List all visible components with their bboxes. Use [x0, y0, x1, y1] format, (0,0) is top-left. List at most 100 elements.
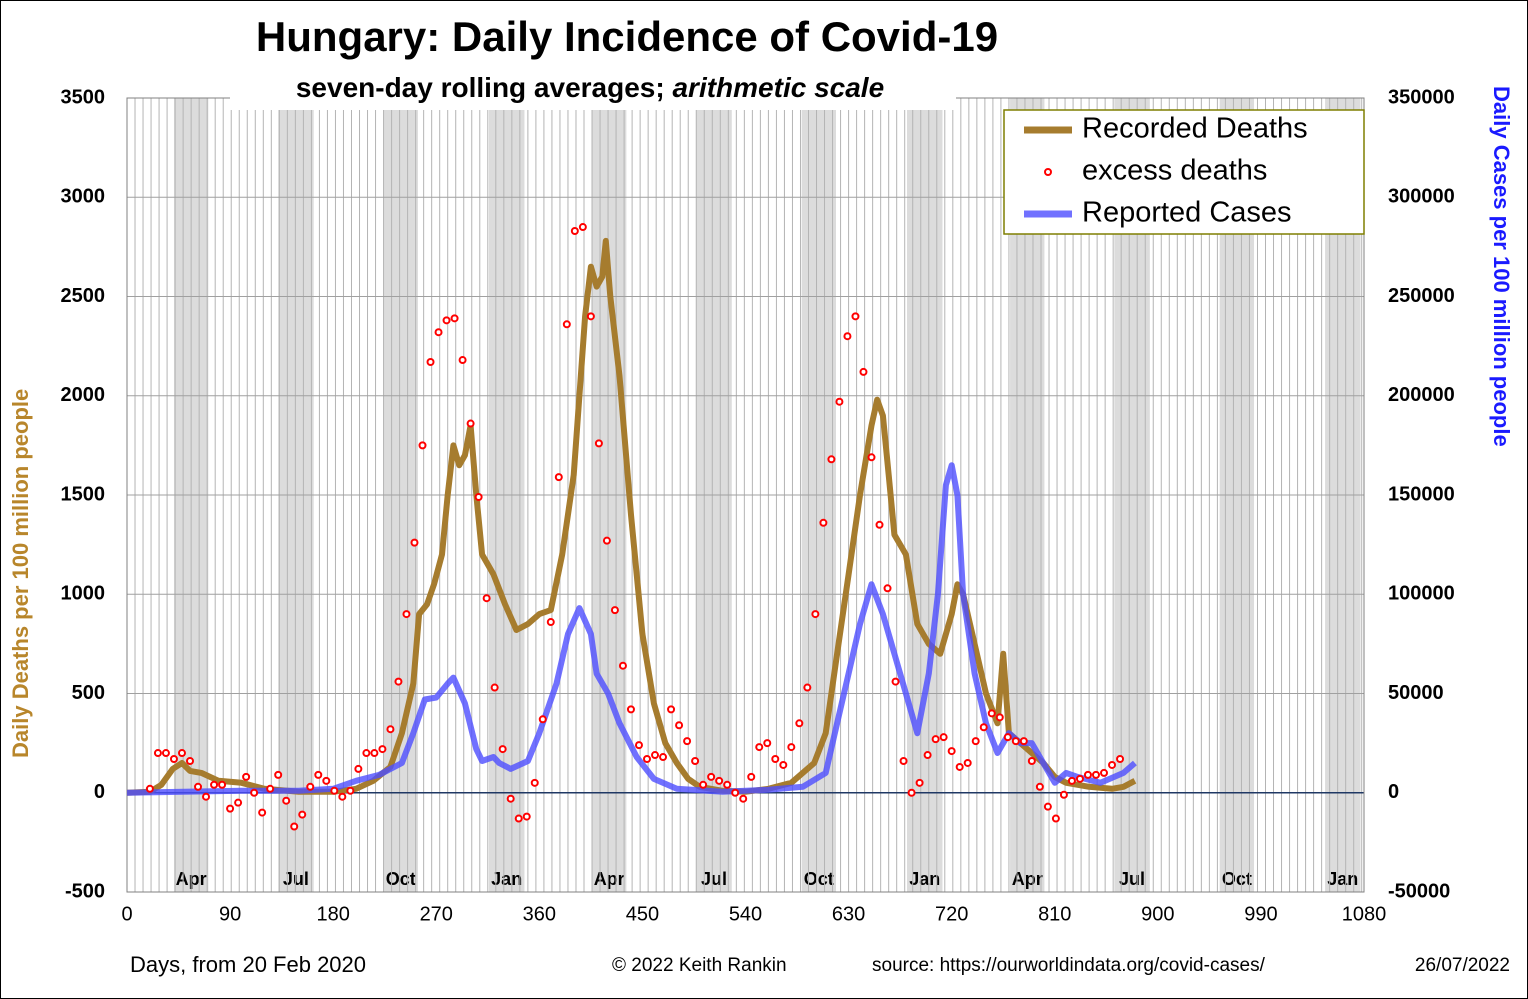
excess-death-point	[330, 786, 339, 795]
excess-death-point	[851, 312, 860, 321]
y-tick-label: 500	[72, 682, 105, 704]
excess-death-point	[153, 749, 162, 758]
y2-tick-label: 300000	[1388, 186, 1455, 208]
month-label: Jul	[701, 869, 727, 889]
excess-death-point	[202, 792, 211, 801]
excess-death-point	[763, 739, 772, 748]
excess-death-point	[803, 683, 812, 692]
excess-death-point	[1116, 755, 1125, 764]
y2-tick-label: -50000	[1388, 880, 1450, 902]
excess-death-point	[322, 776, 331, 785]
excess-death-point	[306, 782, 315, 791]
excess-death-point	[787, 743, 796, 752]
excess-death-point	[298, 810, 307, 819]
excess-death-point	[370, 749, 379, 758]
excess-death-point	[811, 610, 820, 619]
excess-death-point	[1035, 782, 1044, 791]
excess-death-point	[602, 536, 611, 545]
y-tick-label: 3000	[61, 186, 106, 208]
excess-death-point	[161, 749, 170, 758]
excess-death-point	[1075, 774, 1084, 783]
excess-death-point	[1043, 802, 1052, 811]
excess-death-point	[618, 661, 627, 670]
x-tick-label: 720	[935, 903, 968, 925]
month-label: Apr	[1012, 869, 1043, 889]
excess-death-point	[642, 755, 651, 764]
excess-death-point	[442, 316, 451, 325]
excess-death-point	[586, 312, 595, 321]
excess-death-point	[867, 453, 876, 462]
y2-tick-label: 50000	[1388, 682, 1444, 704]
excess-death-point	[1100, 768, 1109, 777]
x-axis-label: Days, from 20 Feb 2020	[130, 952, 366, 977]
excess-death-point	[466, 419, 475, 428]
y2-tick-label: 350000	[1388, 86, 1455, 108]
excess-death-point	[707, 772, 716, 781]
month-label: Jan	[1327, 869, 1358, 889]
excess-death-point	[506, 794, 515, 803]
excess-death-point	[554, 473, 563, 482]
excess-death-point	[1059, 790, 1068, 799]
excess-death-point	[194, 782, 203, 791]
excess-death-point	[907, 788, 916, 797]
excess-death-point	[731, 788, 740, 797]
excess-death-point	[859, 367, 868, 376]
x-tick-label: 360	[523, 903, 556, 925]
excess-death-point	[1019, 737, 1028, 746]
excess-death-point	[923, 751, 932, 760]
excess-death-point	[979, 723, 988, 732]
excess-death-point	[482, 594, 491, 603]
legend-label: Recorded Deaths	[1082, 113, 1308, 145]
excess-death-point	[218, 780, 227, 789]
subtitle: seven-day rolling averages; arithmetic s…	[296, 72, 884, 103]
excess-death-point	[490, 683, 499, 692]
chart-title: Hungary: Daily Incidence of Covid-19	[256, 13, 998, 60]
y-tick-label: 2000	[61, 384, 106, 406]
excess-death-point	[594, 439, 603, 448]
y2-tick-label: 250000	[1388, 285, 1455, 307]
y2-axis-label: Daily Cases per 100 million people	[1489, 86, 1514, 447]
excess-death-point	[659, 753, 668, 762]
series-line	[126, 462, 1137, 796]
x-tick-label: 990	[1244, 903, 1277, 925]
excess-death-point	[971, 737, 980, 746]
x-tick-label: 180	[316, 903, 349, 925]
excess-death-point	[939, 733, 948, 742]
excess-death-point	[177, 749, 186, 758]
excess-death-point	[362, 749, 371, 758]
excess-death-point	[498, 745, 507, 754]
x-tick-label: 450	[626, 903, 659, 925]
excess-death-point	[258, 808, 267, 817]
excess-death-point	[274, 770, 283, 779]
excess-death-point	[185, 756, 194, 765]
subtitle-box	[230, 68, 956, 110]
excess-death-point	[458, 356, 467, 365]
excess-death-point	[691, 756, 700, 765]
footer-copyright: © 2022 Keith Rankin	[612, 955, 787, 976]
excess-death-point	[346, 786, 355, 795]
excess-death-point	[210, 780, 219, 789]
excess-death-point	[715, 776, 724, 785]
excess-death-point	[899, 756, 908, 765]
excess-death-point	[747, 772, 756, 781]
excess-death-point	[282, 796, 291, 805]
subtitle-text: seven-day rolling averages;	[296, 72, 673, 103]
y2-tick-label: 200000	[1388, 384, 1455, 406]
excess-death-point	[562, 320, 571, 329]
excess-death-point	[723, 780, 732, 789]
month-label: Jan	[909, 869, 940, 889]
excess-death-point	[875, 520, 884, 529]
excess-death-point	[546, 618, 555, 627]
month-label: Oct	[804, 869, 834, 889]
excess-death-point	[755, 743, 764, 752]
excess-death-point	[234, 798, 243, 807]
excess-death-point	[266, 784, 275, 793]
excess-death-point	[1091, 770, 1100, 779]
excess-death-point	[145, 784, 154, 793]
excess-death-point	[169, 755, 178, 764]
footer-date: 26/07/2022	[1415, 955, 1510, 976]
excess-death-point	[1027, 756, 1036, 765]
y-tick-label: 1500	[61, 483, 106, 505]
excess-death-point	[771, 755, 780, 764]
x-tick-label: 540	[729, 903, 762, 925]
